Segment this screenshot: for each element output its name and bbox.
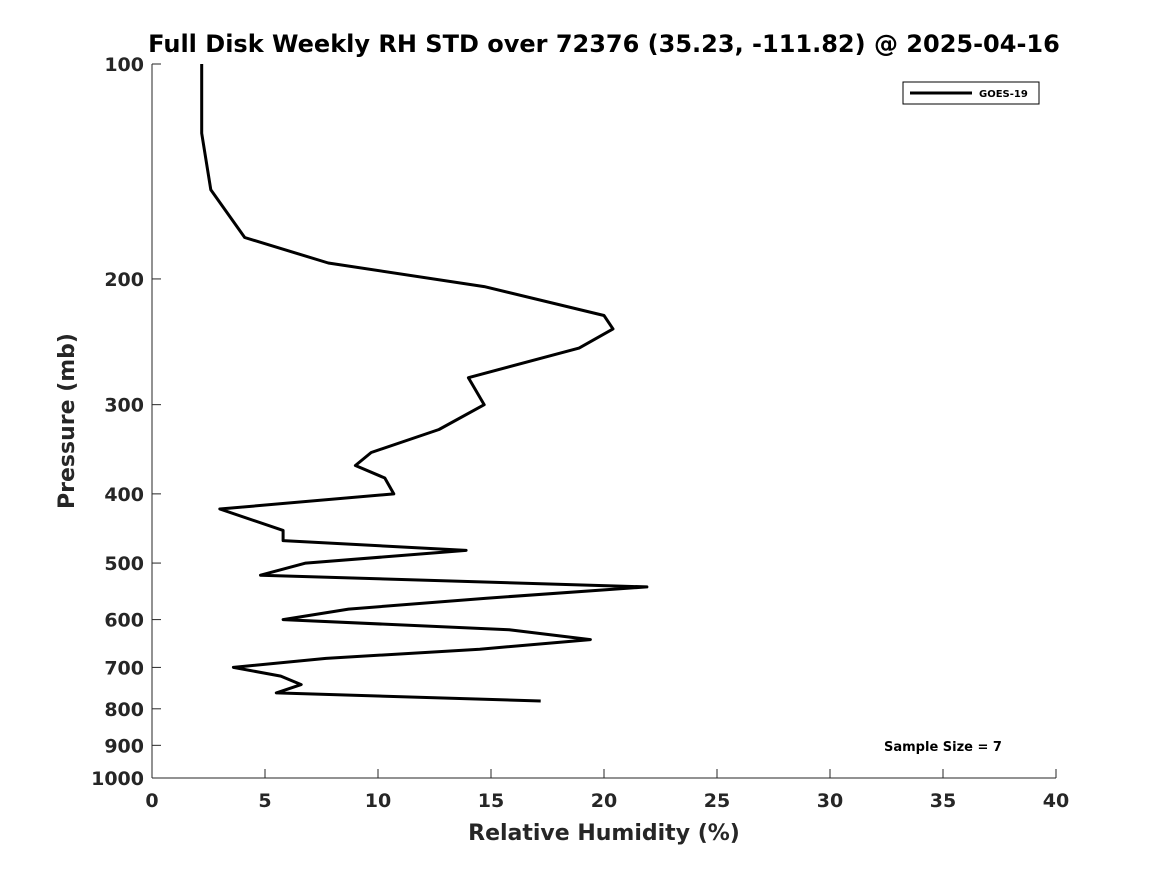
x-axis-ticks: 0 5 10 15 20 25 30 35 40 — [145, 769, 1069, 812]
y-tick-label: 700 — [104, 657, 144, 679]
series-line-goes-19 — [200, 64, 649, 703]
y-tick-label: 600 — [104, 610, 144, 632]
x-tick-label: 0 — [145, 790, 158, 812]
y-tick-label: 300 — [104, 395, 144, 417]
y-axis-ticks: 100 200 300 400 500 600 700 800 900 1000 — [91, 54, 161, 790]
legend: GOES-19 — [902, 81, 1040, 105]
y-tick-label: 1000 — [91, 768, 144, 790]
y-tick-label: 400 — [104, 484, 144, 506]
y-tick-label: 500 — [104, 553, 144, 575]
x-axis-label: Relative Humidity (%) — [468, 821, 740, 846]
x-tick-label: 30 — [817, 790, 843, 812]
legend-label-goes-19: GOES-19 — [979, 89, 1028, 100]
x-tick-label: 25 — [704, 790, 730, 812]
y-tick-label: 200 — [104, 269, 144, 291]
x-tick-label: 35 — [930, 790, 956, 812]
y-tick-label: 900 — [104, 735, 144, 757]
sample-size-annotation: Sample Size = 7 — [884, 740, 1002, 755]
plot-axes — [151, 64, 1056, 779]
x-tick-label: 10 — [365, 790, 391, 812]
x-tick-label: 15 — [478, 790, 504, 812]
x-tick-label: 40 — [1043, 790, 1069, 812]
x-tick-label: 5 — [258, 790, 271, 812]
y-tick-label: 100 — [104, 54, 144, 76]
x-tick-label: 20 — [591, 790, 617, 812]
y-tick-label: 800 — [104, 699, 144, 721]
chart-title: Full Disk Weekly RH STD over 72376 (35.2… — [148, 30, 1060, 58]
y-axis-label: Pressure (mb) — [55, 333, 80, 509]
